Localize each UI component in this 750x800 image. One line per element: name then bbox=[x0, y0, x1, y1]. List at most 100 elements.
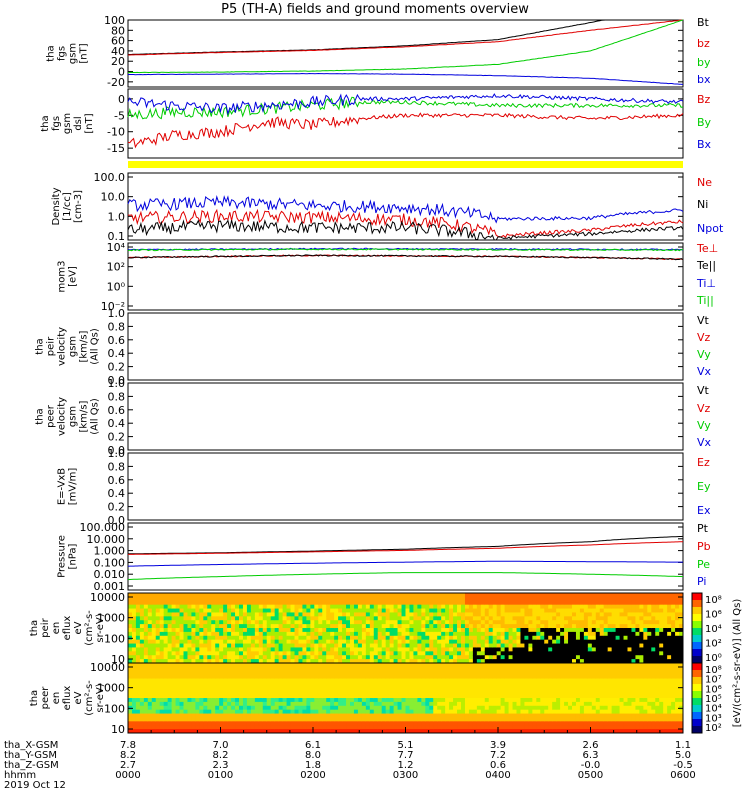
heatmap-cell bbox=[246, 600, 252, 606]
heatmap-cell bbox=[472, 701, 478, 707]
heatmap-cell bbox=[294, 717, 299, 722]
heatmap-cell bbox=[143, 635, 149, 641]
heatmap-cell bbox=[278, 682, 284, 687]
heatmap-cell bbox=[413, 624, 418, 629]
heatmap-cell bbox=[472, 631, 478, 637]
heatmap-cell bbox=[143, 705, 149, 711]
heatmap-cell bbox=[274, 705, 280, 711]
heatmap-cell bbox=[179, 635, 184, 641]
heatmap-cell bbox=[338, 670, 343, 676]
heatmap-cell bbox=[322, 596, 327, 602]
heatmap-cell bbox=[433, 717, 438, 722]
heatmap-cell bbox=[135, 729, 141, 734]
heatmap-cell bbox=[139, 620, 145, 625]
heatmap-cell bbox=[242, 678, 248, 683]
heatmap-cell bbox=[409, 628, 414, 633]
heatmap-cell bbox=[607, 596, 613, 602]
heatmap-cell bbox=[599, 694, 605, 699]
heatmap-cell bbox=[306, 721, 311, 726]
heatmap-cell bbox=[246, 686, 252, 691]
heatmap-cell bbox=[139, 674, 145, 680]
heatmap-cell bbox=[556, 666, 561, 672]
heatmap-cell bbox=[207, 663, 212, 668]
heatmap-cell bbox=[187, 593, 192, 598]
heatmap-cell bbox=[258, 674, 264, 680]
heatmap-cell bbox=[520, 725, 525, 730]
heatmap-cell bbox=[131, 628, 137, 633]
heatmap-cell bbox=[453, 725, 458, 730]
heatmap-cell bbox=[310, 690, 315, 695]
heatmap-cell bbox=[294, 659, 299, 664]
heatmap-cell bbox=[227, 628, 232, 633]
heatmap-cell bbox=[500, 678, 506, 683]
heatmap-cell bbox=[492, 620, 498, 625]
heatmap-cell bbox=[595, 620, 601, 625]
heatmap-cell bbox=[389, 647, 395, 652]
heatmap-cell bbox=[520, 651, 525, 656]
heatmap-cell bbox=[131, 639, 137, 645]
series-line-Ti|| bbox=[127, 248, 684, 252]
heatmap-cell bbox=[207, 725, 212, 730]
heatmap-cell bbox=[377, 612, 383, 617]
heatmap-cell bbox=[235, 670, 240, 676]
heatmap-cell bbox=[591, 651, 597, 656]
heatmap-cell bbox=[191, 670, 196, 676]
heatmap-cell bbox=[350, 663, 355, 668]
heatmap-cell bbox=[556, 635, 561, 641]
heatmap-cell bbox=[385, 678, 391, 683]
heatmap-cell bbox=[496, 729, 502, 734]
heatmap-cell bbox=[603, 616, 609, 621]
heatmap-cell bbox=[488, 643, 494, 648]
heatmap-cell bbox=[131, 600, 137, 606]
heatmap-cell bbox=[516, 686, 521, 691]
heatmap-cell bbox=[587, 643, 593, 648]
heatmap-cell bbox=[369, 725, 375, 730]
heatmap-cell bbox=[405, 709, 410, 715]
heatmap-cell bbox=[179, 709, 184, 715]
heatmap-cell bbox=[346, 647, 351, 652]
heatmap-cell bbox=[500, 639, 506, 645]
heatmap-cell bbox=[342, 643, 347, 648]
heatmap-cell bbox=[583, 705, 589, 711]
heatmap-cell bbox=[254, 682, 260, 687]
heatmap-cell bbox=[536, 717, 541, 722]
heatmap-cell bbox=[552, 686, 557, 691]
heatmap-cell bbox=[338, 628, 343, 633]
heatmap-cell bbox=[294, 686, 299, 691]
heatmap-cell bbox=[579, 655, 585, 660]
heatmap-cell bbox=[246, 624, 252, 629]
heatmap-cell bbox=[199, 628, 204, 633]
heatmap-cell bbox=[322, 643, 327, 648]
heatmap-cell bbox=[365, 651, 371, 656]
heatmap-cell bbox=[556, 651, 561, 656]
heatmap-cell bbox=[599, 729, 605, 734]
heatmap-cell bbox=[615, 647, 621, 652]
heatmap-cell bbox=[294, 709, 299, 715]
heatmap-cell bbox=[143, 643, 149, 648]
heatmap-cell bbox=[544, 670, 549, 676]
heatmap-cell bbox=[595, 701, 601, 707]
heatmap-cell bbox=[453, 713, 458, 718]
heatmap-cell bbox=[667, 643, 672, 648]
heatmap-cell bbox=[457, 682, 462, 687]
heatmap-cell bbox=[278, 655, 284, 660]
heatmap-cell bbox=[504, 670, 510, 676]
heatmap-cell bbox=[472, 682, 478, 687]
heatmap-cell bbox=[536, 690, 541, 695]
heatmap-cell bbox=[223, 624, 228, 629]
heatmap-cell bbox=[290, 593, 295, 598]
heatmap-cell bbox=[599, 709, 605, 715]
heatmap-cell bbox=[306, 604, 311, 610]
heatmap-cell bbox=[433, 651, 438, 656]
heatmap-cell bbox=[266, 651, 272, 656]
heatmap-cell bbox=[167, 686, 173, 691]
heatmap-cell bbox=[282, 690, 288, 695]
heatmap-cell bbox=[310, 694, 315, 699]
heatmap-cell bbox=[159, 655, 165, 660]
heatmap-cell bbox=[437, 721, 442, 726]
heatmap-cell bbox=[207, 600, 212, 606]
heatmap-cell bbox=[397, 639, 403, 645]
heatmap-cell bbox=[139, 682, 145, 687]
heatmap-cell bbox=[266, 709, 272, 715]
heatmap-cell bbox=[401, 612, 406, 617]
